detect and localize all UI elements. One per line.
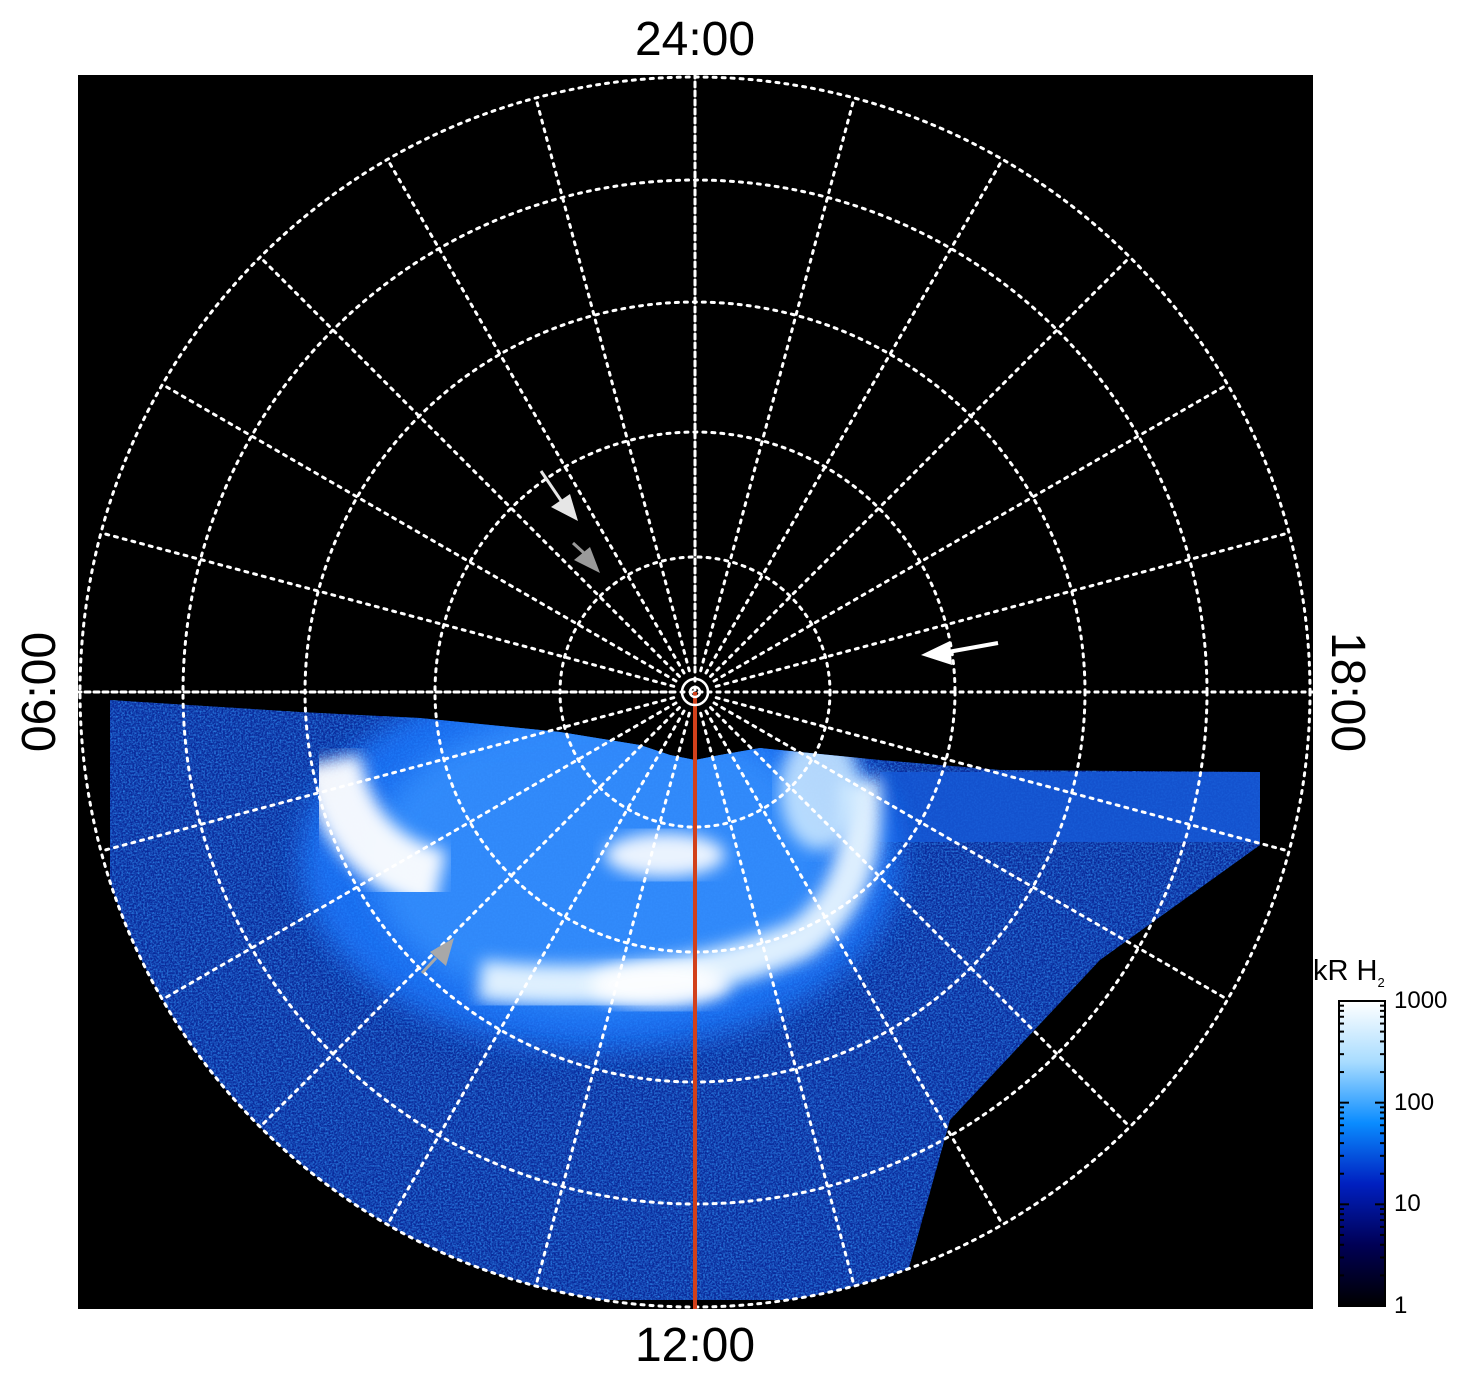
latitude-circle bbox=[558, 555, 832, 829]
meridian-line bbox=[712, 383, 1230, 683]
colorbar-unit-subscript: 2 bbox=[1377, 974, 1385, 990]
meridian-line bbox=[714, 696, 1291, 853]
meridian-line bbox=[699, 96, 856, 673]
gray-arrow-lower bbox=[420, 938, 454, 975]
meridian-line bbox=[99, 531, 676, 688]
colorbar-ticks bbox=[1339, 1000, 1385, 1307]
meridian-line bbox=[99, 696, 676, 853]
bright-spot-dusk bbox=[780, 730, 860, 850]
local-time-label-bottom: 12:00 bbox=[634, 1319, 756, 1372]
bright-arc-dawn bbox=[300, 753, 448, 910]
colorbar-tick-label: 10 bbox=[1394, 1190, 1421, 1218]
meridian-line bbox=[534, 711, 691, 1288]
colorbar-fill bbox=[1339, 1001, 1385, 1306]
pole-marker-outer bbox=[680, 677, 710, 707]
gray-arrow-upper bbox=[571, 541, 600, 573]
meridian-line bbox=[704, 709, 1004, 1227]
colorbar-unit: kR H bbox=[1313, 955, 1378, 987]
bright-spot-noon bbox=[605, 833, 725, 877]
meridian-line bbox=[712, 701, 1230, 1001]
meridian-line bbox=[709, 255, 1132, 678]
white-arrow-upper bbox=[539, 470, 578, 521]
emission-stripe-band bbox=[880, 772, 1260, 842]
meridian-line bbox=[258, 706, 681, 1129]
meridian-line bbox=[704, 157, 1004, 675]
annotation-arrows bbox=[420, 470, 999, 975]
meridian-line bbox=[386, 157, 686, 675]
colorbar-title: kR H2 bbox=[1313, 955, 1385, 990]
colorbar-frame bbox=[1338, 1000, 1386, 1307]
colorbar-tick-label: 100 bbox=[1394, 1088, 1435, 1116]
meridian-line bbox=[386, 709, 686, 1227]
colorbar-tick-label: 1000 bbox=[1394, 987, 1448, 1014]
local-time-label-right: 18:00 bbox=[1321, 631, 1374, 753]
white-arrow-right bbox=[921, 641, 999, 665]
meridian-line bbox=[714, 531, 1291, 688]
meridian-line bbox=[160, 383, 678, 683]
meridian-line bbox=[534, 96, 691, 673]
colorbar bbox=[1338, 1000, 1386, 1307]
local-time-label-left: 06:00 bbox=[13, 631, 66, 753]
oval-core bbox=[370, 710, 830, 1010]
meridian-line bbox=[709, 706, 1132, 1129]
meridian-line bbox=[699, 711, 856, 1288]
meridian-line bbox=[160, 701, 678, 1001]
pole-marker-inner bbox=[688, 685, 702, 699]
colorbar-tick-label: 1 bbox=[1394, 1292, 1408, 1319]
meridian-line bbox=[258, 255, 681, 678]
local-time-label-top: 24:00 bbox=[634, 13, 756, 66]
